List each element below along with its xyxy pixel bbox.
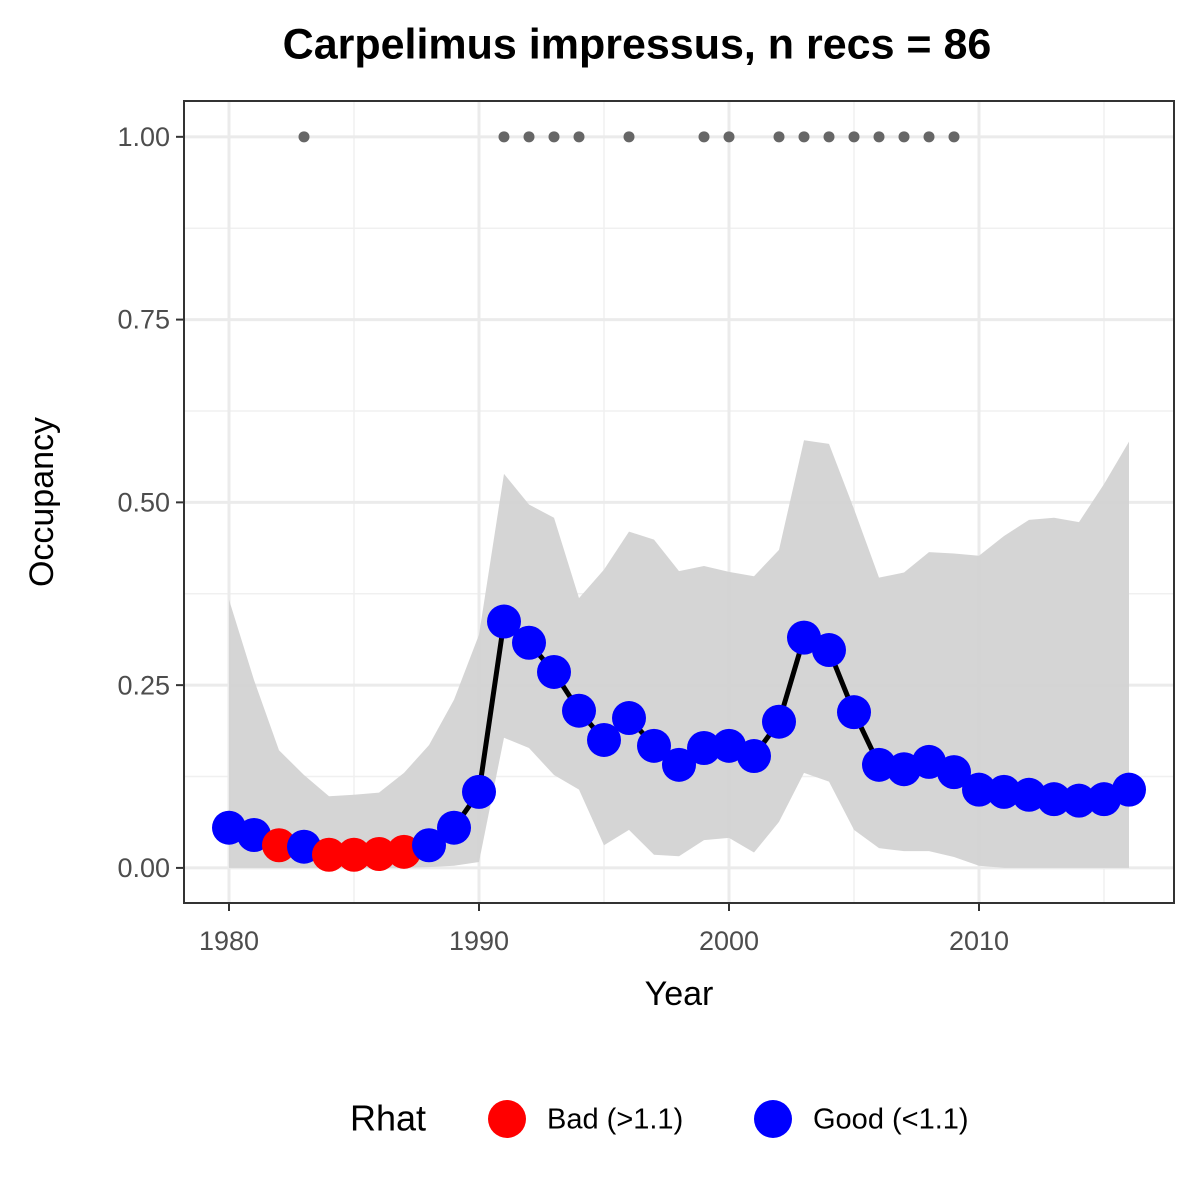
x-tick-label: 2010 (949, 926, 1009, 956)
record-dot (798, 131, 810, 143)
y-tick-label: 0.50 (117, 487, 170, 517)
record-dot (723, 131, 735, 143)
record-dot (698, 131, 710, 143)
occupancy-point (412, 828, 446, 863)
occupancy-point (437, 810, 471, 845)
y-tick-label: 0.00 (117, 853, 170, 883)
record-dot (773, 131, 785, 143)
y-tick-label: 0.75 (117, 305, 170, 335)
record-dot (873, 131, 885, 143)
occupancy-point (737, 739, 771, 774)
occupancy-point (1112, 772, 1146, 807)
record-dot (948, 131, 960, 143)
occupancy-point (562, 693, 596, 728)
record-dot (523, 131, 535, 143)
occupancy-point (987, 774, 1021, 809)
occupancy-point (537, 654, 571, 689)
occupancy-point (1037, 782, 1071, 817)
occupancy-point (262, 828, 296, 863)
occupancy-point (1062, 783, 1096, 818)
panel-border (183, 100, 1175, 904)
y-tick-label: 0.25 (117, 670, 170, 700)
occupancy-point (962, 772, 996, 807)
occupancy-point (687, 731, 721, 766)
occupancy-point (362, 837, 396, 872)
occupancy-point (337, 837, 371, 872)
legend-label: Bad (>1.1) (547, 1104, 683, 1136)
occupancy-point (762, 704, 796, 739)
x-tick-label: 1980 (199, 926, 259, 956)
record-dot (548, 131, 560, 143)
record-dot (573, 131, 585, 143)
occupancy-point (587, 722, 621, 757)
y-tick-label: 1.00 (117, 122, 170, 152)
occupancy-point (312, 837, 346, 872)
record-dot (898, 131, 910, 143)
legend-title: Rhat (350, 1098, 426, 1139)
record-dot (923, 131, 935, 143)
occupancy-point (487, 604, 521, 639)
occupancy-point (812, 633, 846, 668)
occupancy-point (862, 747, 896, 782)
record-dot (623, 131, 635, 143)
occupancy-point (612, 701, 646, 736)
occupancy-point (1012, 777, 1046, 812)
occupancy-point (837, 695, 871, 730)
x-axis-title: Year (645, 975, 714, 1013)
occupancy-point (637, 728, 671, 763)
legend-symbol (754, 1100, 792, 1138)
occupancy-point (512, 625, 546, 660)
record-dot (823, 131, 835, 143)
occupancy-point (937, 755, 971, 790)
y-axis-title: Occupancy (23, 417, 61, 587)
legend-symbol (488, 1100, 526, 1138)
x-tick-label: 1990 (449, 926, 509, 956)
record-dot (848, 131, 860, 143)
record-dot (498, 131, 510, 143)
occupancy-point (462, 774, 496, 809)
chart-title: Carpelimus impressus, n recs = 86 (283, 20, 992, 68)
occupancy-point (662, 747, 696, 782)
legend-label: Good (<1.1) (813, 1104, 969, 1136)
record-dot (298, 131, 310, 143)
x-tick-label: 2000 (699, 926, 759, 956)
